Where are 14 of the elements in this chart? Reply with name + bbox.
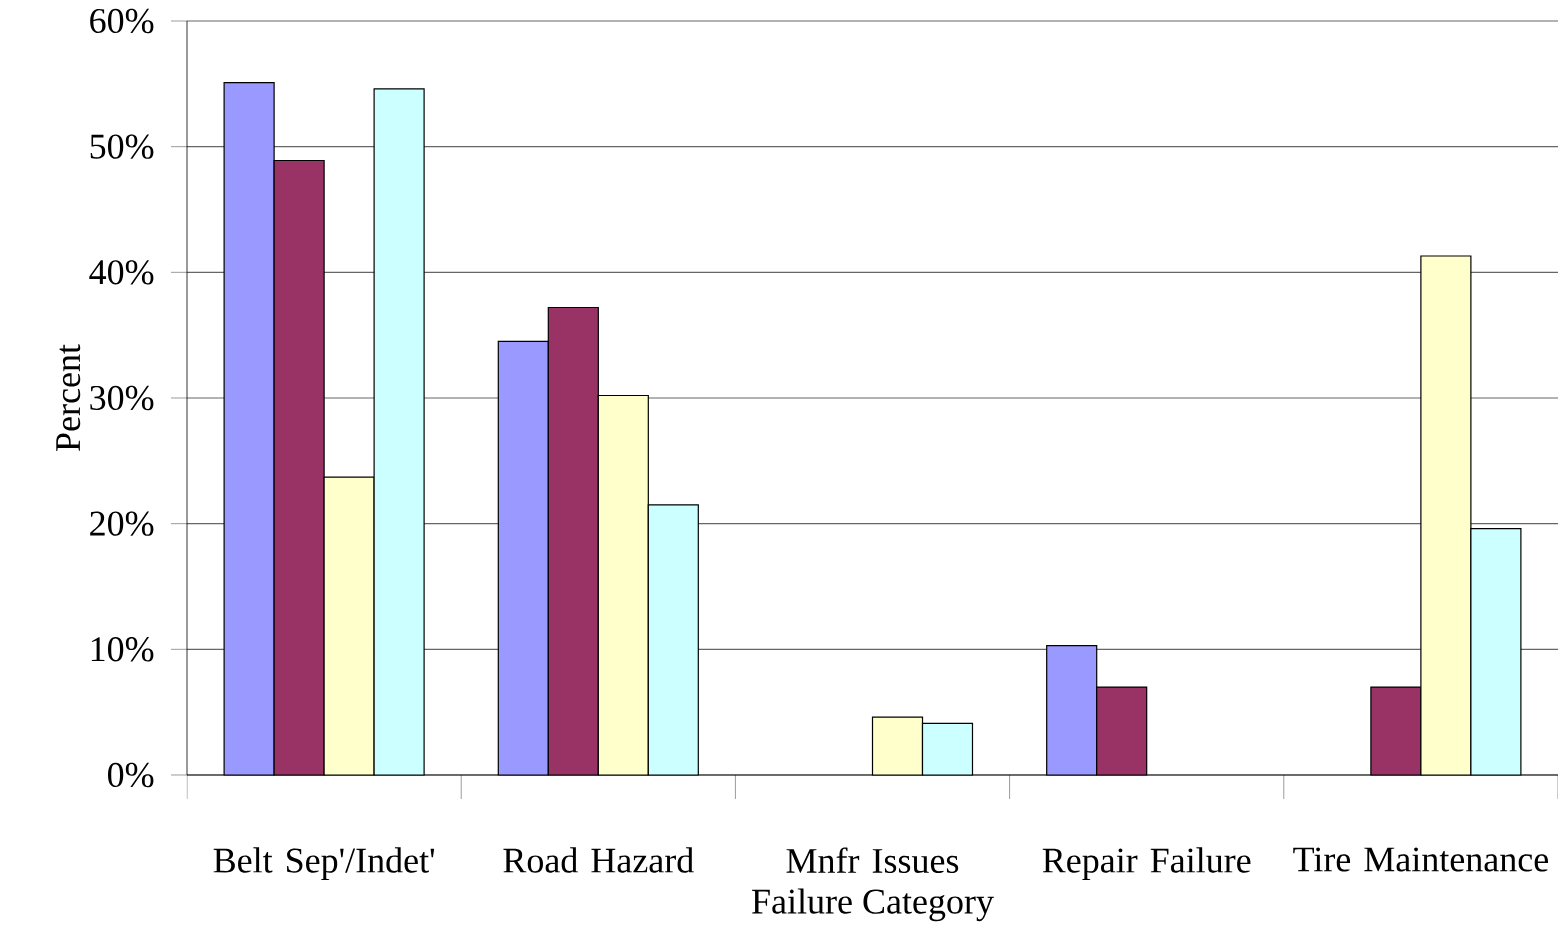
y-tick-label: 50%: [90, 134, 154, 159]
y-tick-label: 10%: [91, 637, 154, 662]
y-tick-label: 30%: [90, 385, 154, 411]
x-tick-label: Belt Sep'/Indet': [213, 847, 435, 881]
x-tick-label: Road Hazard: [503, 847, 694, 873]
x-tick-label: Mnfr Issues: [786, 847, 959, 874]
y-tick-label: 60%: [90, 8, 154, 34]
y-axis-title: Percent: [56, 344, 81, 451]
y-tick-label: 40%: [89, 260, 154, 285]
x-tick-label: Repair Failure: [1042, 847, 1251, 881]
x-tick-label: Tire Maintenance: [1293, 847, 1548, 872]
x-axis-title: Failure Category: [752, 888, 994, 922]
y-tick-label: 0%: [108, 762, 154, 788]
y-tick-label: 20%: [90, 511, 154, 536]
